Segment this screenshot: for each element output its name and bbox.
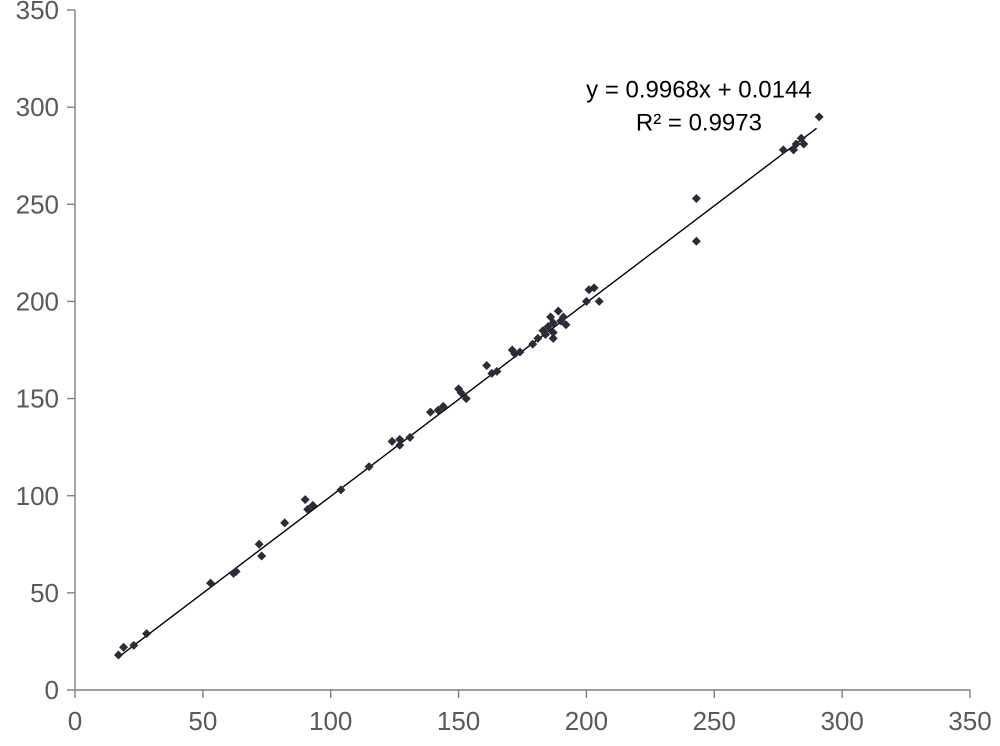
x-tick-label: 350: [948, 706, 991, 736]
y-tick-label: 300: [16, 92, 59, 122]
x-tick-label: 250: [693, 706, 736, 736]
y-tick-label: 50: [30, 578, 59, 608]
y-tick-label: 250: [16, 189, 59, 219]
x-tick-label: 0: [68, 706, 82, 736]
y-tick-label: 150: [16, 384, 59, 414]
r2-label: R² = 0.9973: [636, 109, 762, 136]
x-tick-label: 300: [820, 706, 863, 736]
x-tick-label: 150: [437, 706, 480, 736]
chart-svg: 0 50 100 150 200 250 300 350 0 50 100 150 200 250 300 3…: [0, 0, 1000, 746]
y-tick-label: 0: [45, 675, 59, 705]
x-tick-label: 200: [565, 706, 608, 736]
y-tick-label: 100: [16, 481, 59, 511]
y-tick-label: 200: [16, 287, 59, 317]
x-tick-label: 50: [188, 706, 217, 736]
y-tick-label: 350: [16, 0, 59, 25]
scatter-chart: 0 50 100 150 200 250 300 350 0 50 100 150 200 250 300 3…: [0, 0, 1000, 746]
x-tick-label: 100: [309, 706, 352, 736]
equation-label: y = 0.9968x + 0.0144: [586, 76, 812, 103]
